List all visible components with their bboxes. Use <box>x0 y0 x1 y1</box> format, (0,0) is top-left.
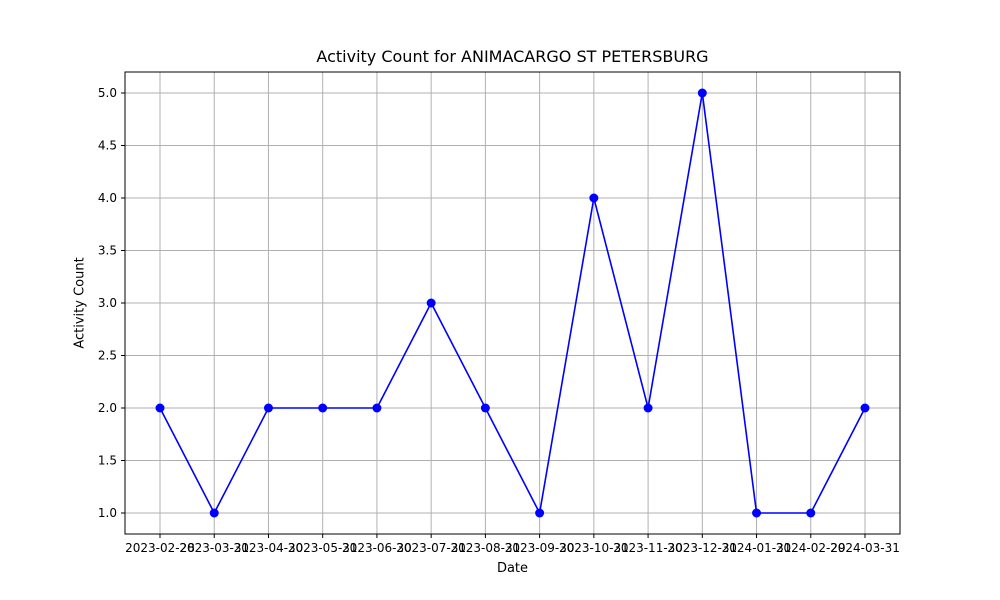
data-point <box>752 508 762 518</box>
y-tick-label: 3.5 <box>98 244 117 258</box>
data-point <box>372 403 382 413</box>
x-axis-label: Date <box>496 561 529 576</box>
series-layer <box>155 88 870 518</box>
data-point <box>155 403 165 413</box>
y-tick-label: 4.5 <box>98 139 117 153</box>
x-tick-label: 2023-09-30 <box>505 541 575 555</box>
y-tick-label: 3.0 <box>98 296 117 310</box>
data-point <box>643 403 653 413</box>
x-tick-label: 2024-02-29 <box>776 541 846 555</box>
y-tick-label: 1.5 <box>98 454 117 468</box>
data-point <box>426 298 436 308</box>
x-tick-label: 2023-06-30 <box>342 541 412 555</box>
y-tick-label: 1.0 <box>98 506 117 520</box>
series-line <box>159 92 866 514</box>
x-tick-label: 2023-02-28 <box>125 541 195 555</box>
x-tick-label: 2023-03-31 <box>179 541 249 555</box>
data-point <box>209 508 219 518</box>
y-axis-label: Activity Count <box>72 257 88 349</box>
x-tick-label: 2023-08-31 <box>451 541 521 555</box>
y-tick-label: 2.5 <box>98 349 117 363</box>
x-tick-label: 2024-03-31 <box>830 541 900 555</box>
x-tick-label: 2023-12-31 <box>667 541 737 555</box>
chart-title: Activity Count for ANIMACARGO ST PETERSB… <box>316 47 709 66</box>
data-point <box>589 193 599 203</box>
data-point <box>263 403 273 413</box>
data-point <box>860 403 870 413</box>
x-tick-label: 2023-10-31 <box>559 541 629 555</box>
x-tick-label: 2023-07-31 <box>396 541 466 555</box>
x-tick-label: 2023-05-31 <box>288 541 358 555</box>
data-point <box>480 403 490 413</box>
data-point <box>318 403 328 413</box>
y-tick-label: 5.0 <box>98 86 117 100</box>
data-point <box>806 508 816 518</box>
data-point <box>535 508 545 518</box>
x-tick-label: 2023-04-30 <box>234 541 304 555</box>
ticks-layer: 2023-02-282023-03-312023-04-302023-05-31… <box>98 86 900 555</box>
grid-layer <box>125 72 900 534</box>
x-tick-label: 2024-01-31 <box>722 541 792 555</box>
data-point <box>697 88 707 98</box>
x-tick-label: 2023-11-30 <box>613 541 683 555</box>
y-tick-label: 4.0 <box>98 191 117 205</box>
y-tick-label: 2.0 <box>98 401 117 415</box>
